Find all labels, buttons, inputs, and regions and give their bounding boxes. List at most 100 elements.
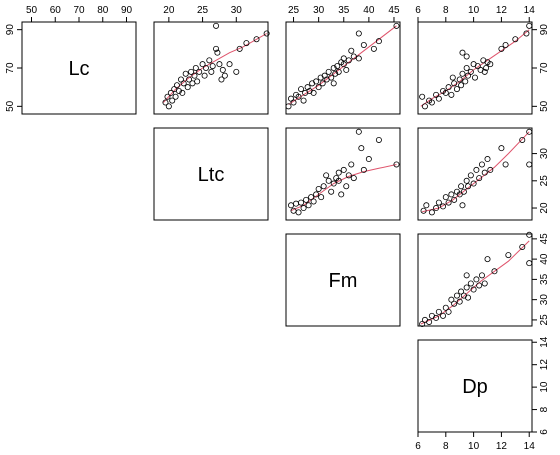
- scatter-point: [243, 40, 250, 47]
- scatter-point: [484, 256, 491, 263]
- scatter-point: [213, 45, 220, 52]
- left-tick-label-Lc: 50: [5, 100, 16, 112]
- scatter-point: [172, 93, 179, 100]
- scatter-point: [335, 68, 342, 75]
- scatter-point: [320, 183, 327, 190]
- scatter-point: [305, 202, 312, 209]
- smoother-line: [163, 33, 267, 103]
- right-tick-label-Lc: 50: [539, 100, 550, 112]
- scatter-point: [209, 63, 216, 70]
- bottom-tick-label-Dp: 12: [496, 441, 508, 452]
- right-tick-label-Ltc: 30: [539, 148, 550, 160]
- scatter-point: [470, 286, 477, 293]
- top-tick-label-Fm: 25: [288, 5, 300, 16]
- right-tick-label-Lc: 70: [539, 62, 550, 74]
- scatter-point: [328, 188, 335, 195]
- scatter-point: [487, 61, 494, 68]
- scatter-point: [467, 68, 474, 75]
- scatter-point: [440, 203, 447, 210]
- scatter-point: [498, 45, 505, 52]
- scatter-point: [419, 93, 426, 100]
- scatter-point: [179, 89, 186, 96]
- scatter-point: [330, 65, 337, 72]
- scatter-point: [467, 280, 474, 287]
- right-tick-label-Dp: 10: [539, 381, 550, 393]
- scatter-point: [360, 42, 367, 49]
- scatter-point: [343, 183, 350, 190]
- scatter-point: [393, 161, 400, 168]
- right-tick-label-Dp: 6: [539, 429, 550, 435]
- scatter-point: [285, 103, 292, 110]
- scatter-point: [421, 103, 428, 110]
- scatter-point: [476, 282, 483, 289]
- scatter-point: [451, 80, 458, 87]
- scatter-point: [318, 194, 325, 201]
- left-tick-label-Lc: 70: [5, 62, 16, 74]
- top-tick-label-Lc: 50: [26, 5, 38, 16]
- scatter-point: [233, 68, 240, 75]
- scatter-point: [463, 177, 470, 184]
- top-tick-label-Ltc: 20: [163, 5, 175, 16]
- top-tick-label-Ltc: 30: [231, 5, 243, 16]
- scatter-point: [214, 49, 221, 56]
- scatter-point: [502, 161, 509, 168]
- scatter-point: [213, 22, 220, 29]
- scatter-point: [236, 45, 243, 52]
- scatter-point: [350, 175, 357, 182]
- scatter-point: [435, 308, 442, 315]
- scatter-point: [345, 172, 352, 179]
- panel-data-Fm-vs-Ltc: [288, 128, 400, 216]
- scatter-point: [526, 260, 533, 267]
- scatter-point: [449, 74, 456, 81]
- scatter-point: [298, 86, 305, 93]
- scatter-point: [186, 76, 193, 83]
- right-tick-label-Ltc: 20: [539, 202, 550, 214]
- variable-name-Dp: Dp: [462, 376, 488, 398]
- top-tick-label-Fm: 35: [338, 5, 350, 16]
- scatter-point: [358, 145, 365, 152]
- panel-Dp-vs-Fm: [417, 233, 533, 327]
- scatter-point: [290, 99, 297, 106]
- scatter-point: [288, 95, 295, 102]
- top-tick-label-Lc: 70: [73, 5, 85, 16]
- scatter-point: [310, 89, 317, 96]
- scatter-point: [465, 72, 472, 79]
- scatter-point: [458, 82, 465, 89]
- diagonal-panel-Dp: [417, 339, 533, 433]
- scatter-point: [319, 80, 326, 87]
- scatter-point: [216, 61, 223, 68]
- smoother-line: [288, 25, 397, 105]
- scatter-point: [473, 166, 480, 173]
- scatter-point: [523, 30, 530, 37]
- bottom-tick-label-Dp: 10: [468, 441, 480, 452]
- right-tick-label-Fm: 30: [539, 294, 550, 306]
- diagonal-panel-Ltc: [153, 127, 269, 221]
- top-tick-label-Dp: 14: [524, 5, 536, 16]
- left-tick-label-Lc: 90: [5, 24, 16, 36]
- scatter-point: [330, 80, 337, 87]
- scatter-point: [433, 91, 440, 98]
- scatter-point: [526, 22, 533, 29]
- scatter-point: [463, 284, 470, 291]
- scatter-point: [435, 199, 442, 206]
- top-tick-label-Dp: 8: [443, 5, 449, 16]
- panel-Dp-vs-Lc: [417, 21, 533, 115]
- scatter-point: [448, 296, 455, 303]
- scatter-point: [343, 66, 350, 73]
- scatter-point: [498, 145, 505, 152]
- scatter-point: [483, 65, 490, 72]
- scatter-point: [293, 200, 300, 207]
- scatter-point: [330, 180, 337, 187]
- right-tick-label-Ltc: 25: [539, 175, 550, 187]
- scatter-point: [348, 161, 355, 168]
- scatter-point: [335, 169, 342, 176]
- scatter-point: [428, 209, 435, 216]
- scatter-point: [202, 65, 209, 72]
- top-tick-label-Dp: 6: [415, 5, 421, 16]
- scatter-point: [201, 72, 208, 79]
- scatter-point: [194, 78, 201, 85]
- scatter-point: [340, 61, 347, 68]
- scatter-point: [219, 66, 226, 73]
- scatter-point: [476, 175, 483, 182]
- scatter-point: [467, 172, 474, 179]
